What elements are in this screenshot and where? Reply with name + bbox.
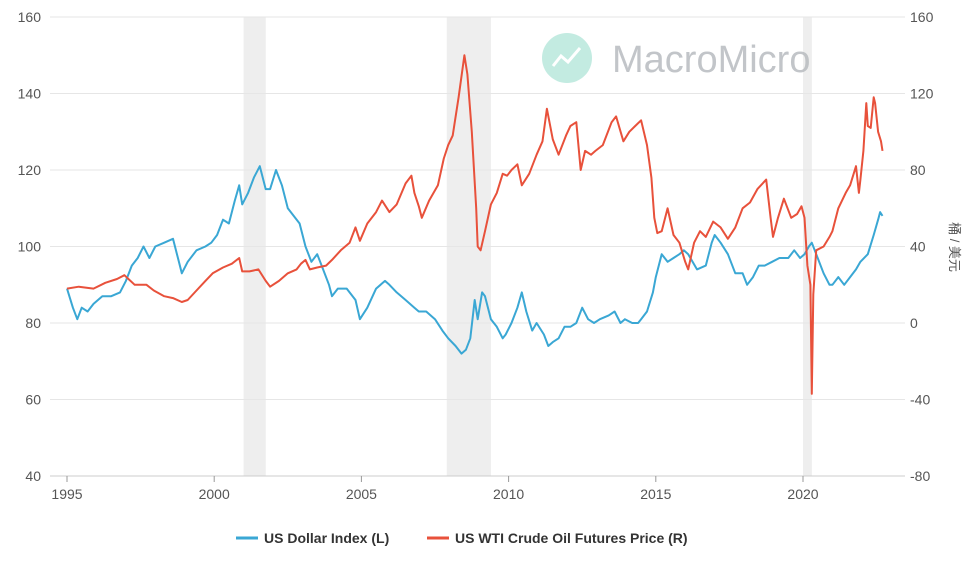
legend-item-dxy[interactable]: US Dollar Index (L) [236, 530, 389, 546]
right-tick-label: -40 [910, 392, 930, 408]
left-tick-label: 40 [25, 468, 41, 484]
right-tick-label: -80 [910, 468, 930, 484]
watermark-logo-icon [542, 33, 592, 83]
right-axis-title: 桶 / 美元 [947, 222, 962, 272]
x-tick-label: 2020 [787, 486, 818, 502]
legend-item-wti[interactable]: US WTI Crude Oil Futures Price (R) [427, 530, 688, 546]
x-tick-label: 1995 [51, 486, 82, 502]
right-tick-label: 120 [910, 86, 934, 102]
x-axis-ticks: 1995 2000 2005 2010 2015 2020 [50, 475, 905, 502]
right-tick-label: 40 [910, 239, 926, 255]
series-line-dxy [66, 165, 884, 355]
left-tick-label: 140 [18, 86, 42, 102]
x-tick-label: 2005 [346, 486, 377, 502]
left-tick-label: 120 [18, 162, 42, 178]
watermark: MacroMicro [542, 33, 810, 83]
left-tick-label: 160 [18, 9, 42, 25]
x-tick-label: 2010 [493, 486, 524, 502]
legend: US Dollar Index (L) US WTI Crude Oil Fut… [236, 530, 688, 546]
watermark-text: MacroMicro [612, 39, 810, 81]
legend-label-wti: US WTI Crude Oil Futures Price (R) [455, 530, 688, 546]
right-tick-label: 0 [910, 315, 918, 331]
right-axis-ticks: -80 -40 0 40 80 120 160 [910, 9, 934, 484]
legend-label-dxy: US Dollar Index (L) [264, 530, 389, 546]
watermark-logo-line-icon [551, 47, 582, 67]
x-tick-label: 2000 [199, 486, 230, 502]
left-tick-label: 100 [18, 239, 42, 255]
left-tick-label: 80 [25, 315, 41, 331]
left-tick-label: 60 [25, 392, 41, 408]
right-tick-label: 160 [910, 9, 934, 25]
left-axis-ticks: 40 60 80 100 120 140 160 [18, 9, 42, 484]
x-tick-label: 2015 [640, 486, 671, 502]
series-line-wti [66, 54, 884, 395]
series-lines [66, 54, 884, 395]
right-tick-label: 80 [910, 162, 926, 178]
